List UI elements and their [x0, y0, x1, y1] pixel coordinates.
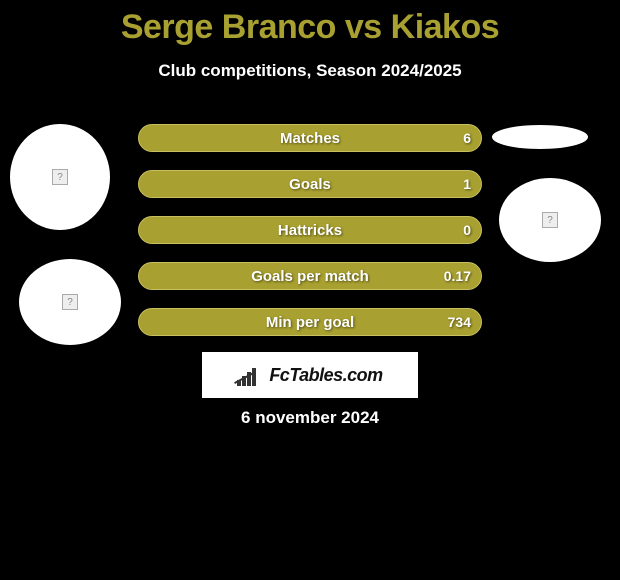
stat-row-goals-per-match: Goals per match 0.17: [138, 262, 482, 290]
player1-club-avatar: ?: [19, 259, 121, 345]
fctables-logo[interactable]: FcTables.com: [202, 352, 418, 398]
stats-container: Matches 6 Goals 1 Hattricks 0 Goals per …: [138, 124, 482, 354]
placeholder-icon: ?: [542, 212, 558, 228]
bar-chart-icon: [237, 364, 263, 386]
stat-value-right: 0: [463, 222, 471, 238]
player1-avatar: ?: [10, 124, 110, 230]
stat-label: Goals: [139, 176, 481, 193]
stat-row-hattricks: Hattricks 0: [138, 216, 482, 244]
stat-label: Hattricks: [139, 222, 481, 239]
placeholder-icon: ?: [62, 294, 78, 310]
placeholder-icon: ?: [52, 169, 68, 185]
stat-value-right: 6: [463, 130, 471, 146]
stat-label: Min per goal: [139, 314, 481, 331]
stat-row-min-per-goal: Min per goal 734: [138, 308, 482, 336]
page-title: Serge Branco vs Kiakos: [0, 0, 620, 47]
date-text: 6 november 2024: [0, 408, 620, 428]
player2-avatar: [492, 125, 588, 149]
player2-club-avatar: ?: [499, 178, 601, 262]
stat-row-goals: Goals 1: [138, 170, 482, 198]
stat-row-matches: Matches 6: [138, 124, 482, 152]
logo-text: FcTables.com: [269, 365, 382, 386]
stat-value-right: 0.17: [444, 268, 471, 284]
stat-value-right: 734: [448, 314, 471, 330]
stat-label: Goals per match: [139, 268, 481, 285]
stat-label: Matches: [139, 130, 481, 147]
stat-value-right: 1: [463, 176, 471, 192]
subtitle: Club competitions, Season 2024/2025: [0, 61, 620, 81]
